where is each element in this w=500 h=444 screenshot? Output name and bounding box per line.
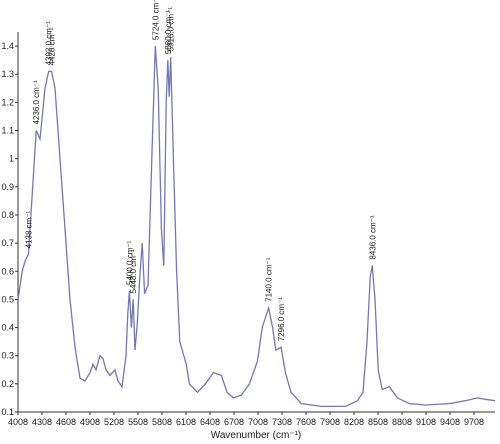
peak-label: 5916.0 cm⁻¹ [167, 7, 176, 52]
x-tick-label: 4608 [56, 417, 76, 427]
spectrum-line [17, 46, 496, 408]
peak-label: 7140.0 cm⁻¹ [265, 257, 274, 302]
y-tick-label: 0.8 [1, 210, 14, 220]
peak-label: 5880.0 cm⁻¹ [164, 10, 173, 55]
x-tick-label: 9708 [464, 417, 484, 427]
y-tick-label: 1 [9, 154, 14, 164]
y-tick-label: 1.3 [1, 69, 14, 79]
x-tick-label: 9108 [416, 417, 436, 427]
y-tick-label: 0.6 [1, 266, 14, 276]
y-tick-label: 0.9 [1, 182, 14, 192]
x-tick-label: 5808 [152, 417, 172, 427]
y-tick-label: 0.7 [1, 238, 14, 248]
y-tick-label: 1.2 [1, 97, 14, 107]
peak-label: 8436.0 cm⁻¹ [368, 215, 377, 260]
x-tick-label: 7008 [248, 417, 268, 427]
x-tick-label: 8808 [392, 417, 412, 427]
x-tick-label: 7308 [272, 417, 292, 427]
y-tick-label: 1.4 [1, 41, 14, 51]
peak-label: 4236.0 cm⁻¹ [32, 80, 41, 125]
y-tick-label: 0.5 [1, 294, 14, 304]
x-tick-label: 6708 [224, 417, 244, 427]
x-tick-label: 7608 [296, 417, 316, 427]
x-tick-label: 6108 [176, 417, 196, 427]
y-tick-label: 1.1 [1, 126, 14, 136]
peak-label: 5724.0 cm⁻¹ [151, 0, 160, 40]
x-tick-label: 5208 [104, 417, 124, 427]
peak-label: 7296.0 cm⁻¹ [277, 297, 286, 342]
y-tick-label: 0.4 [1, 323, 14, 333]
x-tick-label: 4008 [8, 417, 28, 427]
peak-label: 5448.0 cm⁻¹ [129, 249, 138, 294]
y-tick-label: 0.1 [1, 407, 14, 417]
x-tick-label: 4308 [32, 417, 52, 427]
x-tick-label: 7908 [320, 417, 340, 427]
x-tick-label: 6408 [200, 417, 220, 427]
x-tick-label: 5508 [128, 417, 148, 427]
x-tick-label: 8208 [344, 417, 364, 427]
peak-label: 4138 cm⁻¹ [24, 210, 33, 248]
y-tick-label: 0.3 [1, 351, 14, 361]
y-tick-label: 0.2 [1, 379, 14, 389]
x-axis-label: Wavenumber (cm⁻¹) [211, 430, 301, 441]
x-tick-label: 4908 [80, 417, 100, 427]
peak-label: 4392.0 cm⁻¹ [45, 21, 54, 66]
x-tick-label: 8508 [368, 417, 388, 427]
peak-label: 5400.0 cm⁻¹ [125, 240, 134, 285]
peak-label: 4428 cm⁻¹ [48, 28, 57, 66]
x-tick-label: 9408 [440, 417, 460, 427]
